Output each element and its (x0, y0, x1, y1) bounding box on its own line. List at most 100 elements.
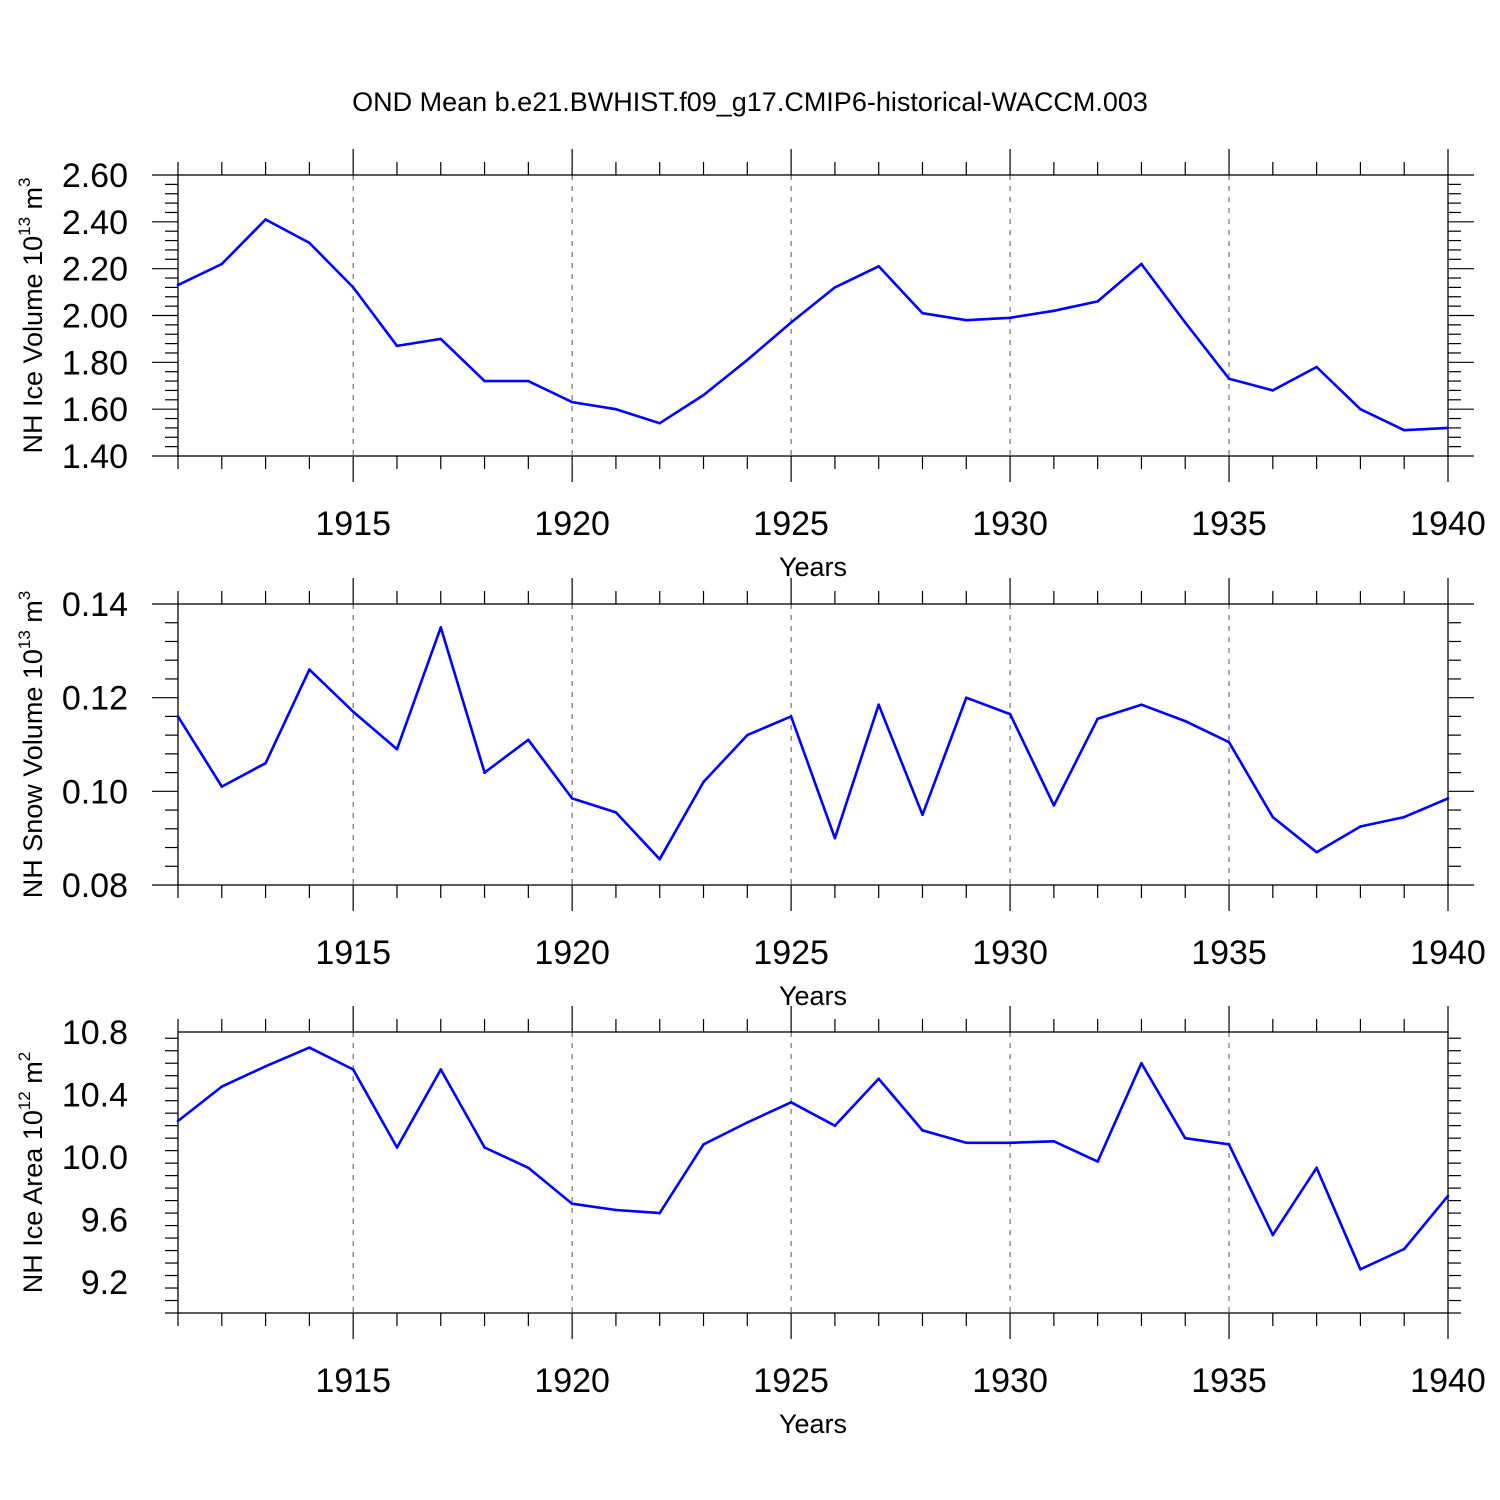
series-line (177, 218, 1449, 432)
data-point (877, 1077, 880, 1081)
y-tick-label: 2.20 (62, 251, 128, 289)
data-point (1446, 426, 1450, 430)
plot-frame (177, 1031, 1449, 1314)
data-point (1183, 1136, 1187, 1140)
y-axis-label-exponent: 13 (15, 217, 34, 236)
y-axis-label-unit-exponent: 2 (15, 1052, 34, 1061)
data-point (614, 407, 618, 411)
x-tick-label: 1920 (534, 934, 610, 972)
x-tick-label: 1925 (753, 934, 829, 972)
data-point (964, 1141, 968, 1145)
data-point (1140, 703, 1143, 706)
data-point (746, 358, 749, 362)
plot-frame (177, 174, 1449, 457)
x-tick-label: 1915 (315, 934, 391, 972)
data-point (921, 311, 924, 315)
data-point (395, 747, 399, 751)
x-tick-label: 1925 (753, 1362, 829, 1400)
y-axis-label-unit: m (18, 187, 48, 217)
y-axis-label-text: NH Ice Area 10 (18, 1110, 48, 1293)
data-point (1008, 1141, 1012, 1145)
y-axis-label-text: NH Snow Volume 10 (18, 649, 48, 898)
x-tick-label: 1930 (972, 1362, 1048, 1400)
data-point (1096, 1160, 1099, 1163)
data-point (1271, 1233, 1275, 1237)
data-point (964, 696, 968, 699)
data-point (833, 836, 837, 840)
data-point (439, 626, 443, 629)
data-point (702, 1143, 705, 1146)
y-axis-label-exponent: 13 (15, 630, 34, 649)
data-point (789, 1100, 793, 1104)
data-point (351, 1068, 355, 1071)
y-tick-label: 10.4 (62, 1076, 128, 1114)
data-point (570, 1202, 574, 1206)
x-axis-label: Years (779, 1409, 847, 1439)
chart-panel-3: 10.8 10.4 10.0 9.6 9.2 1915 1920 1925 1930 1935 19… (15, 1006, 1486, 1439)
data-point (308, 1046, 311, 1049)
data-point (1315, 1166, 1318, 1170)
x-tick-label: 1935 (1191, 505, 1267, 543)
data-point (264, 1065, 267, 1068)
x-tick-label: 1915 (315, 1362, 391, 1400)
data-point (570, 400, 574, 404)
y-tick-label: 1.80 (62, 344, 128, 382)
chart-panel-1: 2.60 2.40 2.20 2.00 1.80 1.60 1.40 1915 1920 1925… (15, 149, 1486, 582)
data-point (1359, 1267, 1362, 1271)
data-point (702, 393, 705, 397)
data-point (1315, 365, 1318, 369)
data-point (1227, 1143, 1231, 1146)
data-point (351, 286, 355, 289)
plot-frame (177, 603, 1449, 886)
data-point (658, 1211, 662, 1215)
data-point (877, 265, 880, 268)
chart-panel-2: 0.14 0.12 0.10 0.08 1915 1920 1925 1930 1935 1940… (15, 578, 1486, 1011)
y-axis-label-unit: m (18, 600, 48, 630)
data-point (746, 1121, 749, 1124)
data-point (351, 710, 355, 714)
data-point (483, 379, 486, 383)
x-tick-label: 1940 (1410, 505, 1486, 543)
y-axis-label: NH Ice Volume 1013 m3 (15, 178, 48, 454)
x-tick-label: 1920 (534, 1362, 610, 1400)
y-tick-label: 0.10 (62, 773, 128, 811)
data-point (1359, 407, 1362, 411)
x-tick-label: 1915 (315, 505, 391, 543)
data-point (1271, 815, 1275, 819)
y-tick-label: 0.14 (62, 586, 128, 624)
x-tick-label: 1925 (753, 505, 829, 543)
data-point (1315, 850, 1318, 854)
data-point (439, 337, 443, 341)
data-point (176, 715, 180, 718)
x-tick-label: 1940 (1410, 1362, 1486, 1400)
chart-title: OND Mean b.e21.BWHIST.f09_g17.CMIP6-hist… (352, 87, 1148, 117)
data-point (527, 379, 530, 383)
data-point (614, 811, 618, 814)
y-tick-label: 2.00 (62, 298, 128, 336)
data-point (1402, 815, 1406, 819)
y-axis-label-exponent: 12 (15, 1091, 34, 1110)
x-tick-label: 1940 (1410, 934, 1486, 972)
data-point (395, 1146, 399, 1149)
data-point (1227, 740, 1231, 744)
data-point (1271, 389, 1275, 392)
data-point (1096, 717, 1099, 721)
data-point (220, 262, 224, 266)
y-axis-label-unit-exponent: 3 (15, 591, 34, 600)
data-point (833, 286, 837, 289)
series-line (177, 1046, 1450, 1271)
y-axis-label-unit-exponent: 3 (15, 178, 34, 187)
data-point (220, 785, 224, 788)
data-point (702, 780, 705, 784)
data-point (1008, 712, 1012, 716)
x-tick-label: 1920 (534, 505, 610, 543)
data-point (439, 1068, 443, 1071)
y-axis-label-unit: m (18, 1061, 48, 1091)
data-point (1446, 797, 1450, 800)
data-point (308, 668, 311, 671)
data-point (176, 1119, 180, 1123)
y-tick-label: 10.0 (62, 1139, 128, 1177)
x-tick-label: 1930 (972, 505, 1048, 543)
data-point (1052, 309, 1056, 313)
